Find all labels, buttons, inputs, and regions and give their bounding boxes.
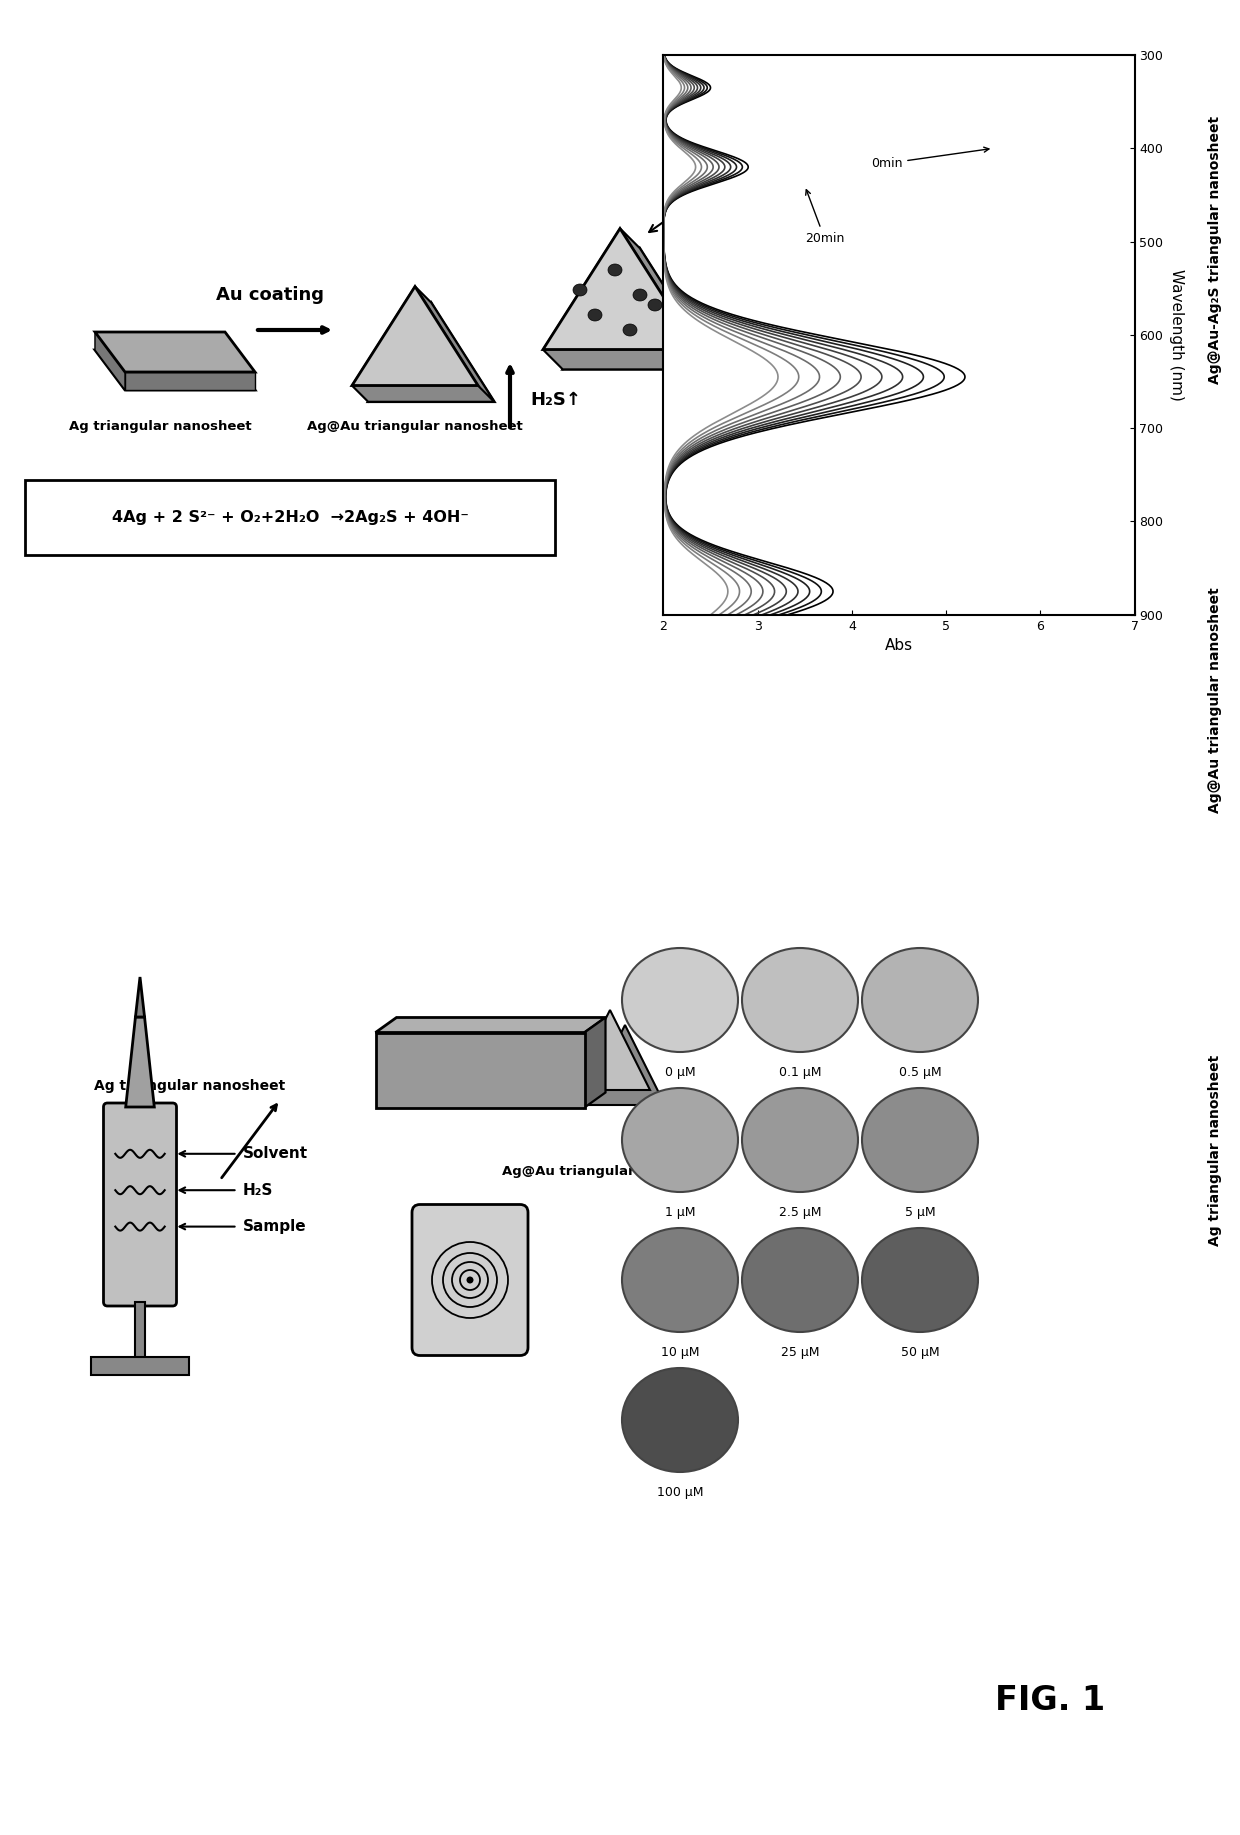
FancyBboxPatch shape bbox=[103, 1103, 176, 1307]
Text: 0.1 μM: 0.1 μM bbox=[779, 1066, 821, 1079]
Polygon shape bbox=[95, 350, 255, 391]
FancyBboxPatch shape bbox=[412, 1204, 528, 1356]
Polygon shape bbox=[95, 332, 255, 373]
Text: 2.5 μM: 2.5 μM bbox=[779, 1206, 821, 1218]
Ellipse shape bbox=[862, 1088, 978, 1193]
Polygon shape bbox=[376, 1033, 584, 1108]
Text: 20min: 20min bbox=[805, 189, 844, 244]
Ellipse shape bbox=[608, 264, 622, 275]
Text: Sample: Sample bbox=[243, 1218, 306, 1235]
Polygon shape bbox=[125, 1017, 154, 1107]
Text: Ag@Au triangular nanosheet: Ag@Au triangular nanosheet bbox=[502, 1165, 718, 1178]
Ellipse shape bbox=[649, 299, 662, 310]
Ellipse shape bbox=[573, 284, 587, 295]
Text: H₂S: H₂S bbox=[243, 1184, 273, 1198]
Polygon shape bbox=[585, 1026, 665, 1105]
Polygon shape bbox=[352, 286, 477, 385]
Ellipse shape bbox=[588, 308, 601, 321]
Text: Solvent: Solvent bbox=[243, 1147, 308, 1162]
Ellipse shape bbox=[632, 288, 647, 301]
Ellipse shape bbox=[622, 949, 738, 1051]
Polygon shape bbox=[584, 1017, 605, 1108]
Text: Ag₂S: Ag₂S bbox=[650, 156, 768, 231]
Ellipse shape bbox=[862, 949, 978, 1051]
Bar bbox=[135, 1303, 145, 1362]
Text: 0.5 μM: 0.5 μM bbox=[899, 1066, 941, 1079]
Polygon shape bbox=[224, 332, 255, 391]
Text: FIG. 1: FIG. 1 bbox=[994, 1683, 1105, 1716]
Polygon shape bbox=[95, 332, 125, 391]
Ellipse shape bbox=[622, 1369, 738, 1472]
Polygon shape bbox=[570, 1009, 650, 1090]
Bar bbox=[92, 1358, 188, 1374]
Ellipse shape bbox=[742, 949, 858, 1051]
Polygon shape bbox=[543, 349, 717, 369]
Text: Au coating: Au coating bbox=[216, 286, 324, 305]
Polygon shape bbox=[620, 229, 717, 369]
Text: 10 μM: 10 μM bbox=[661, 1347, 699, 1360]
Text: Ag@Au triangular nanosheet: Ag@Au triangular nanosheet bbox=[1208, 587, 1221, 813]
Text: 4Ag + 2 S²⁻ + O₂+2H₂O  →2Ag₂S + 4OH⁻: 4Ag + 2 S²⁻ + O₂+2H₂O →2Ag₂S + 4OH⁻ bbox=[112, 510, 469, 525]
Ellipse shape bbox=[466, 1277, 474, 1283]
Polygon shape bbox=[352, 286, 432, 402]
Polygon shape bbox=[95, 332, 224, 350]
Text: H₂S↑: H₂S↑ bbox=[529, 391, 582, 409]
Ellipse shape bbox=[742, 1088, 858, 1193]
Ellipse shape bbox=[622, 1088, 738, 1193]
Y-axis label: Wavelength (nm): Wavelength (nm) bbox=[1169, 270, 1184, 400]
Text: 100 μM: 100 μM bbox=[657, 1486, 703, 1499]
Polygon shape bbox=[125, 373, 255, 391]
Ellipse shape bbox=[622, 1228, 738, 1332]
Text: 50 μM: 50 μM bbox=[900, 1347, 940, 1360]
Polygon shape bbox=[368, 303, 495, 402]
Ellipse shape bbox=[862, 1228, 978, 1332]
Polygon shape bbox=[563, 248, 717, 369]
Polygon shape bbox=[415, 286, 495, 402]
Polygon shape bbox=[352, 385, 495, 402]
Text: Ag triangular nanosheet: Ag triangular nanosheet bbox=[1208, 1055, 1221, 1246]
Text: Ag@Au triangular nanosheet: Ag@Au triangular nanosheet bbox=[308, 420, 523, 433]
Ellipse shape bbox=[622, 325, 637, 336]
Polygon shape bbox=[135, 976, 145, 1017]
Text: 0min: 0min bbox=[870, 147, 990, 171]
Text: Ag@Au-Ag₂S triangular nanosheet: Ag@Au-Ag₂S triangular nanosheet bbox=[1208, 116, 1221, 384]
Polygon shape bbox=[543, 229, 640, 369]
Text: 1 μM: 1 μM bbox=[665, 1206, 696, 1218]
Ellipse shape bbox=[742, 1228, 858, 1332]
Text: 25 μM: 25 μM bbox=[781, 1347, 820, 1360]
Polygon shape bbox=[543, 229, 697, 349]
Text: 5 μM: 5 μM bbox=[905, 1206, 935, 1218]
FancyBboxPatch shape bbox=[25, 481, 556, 554]
Text: 0 μM: 0 μM bbox=[665, 1066, 696, 1079]
Text: Ag triangular nanosheet: Ag triangular nanosheet bbox=[68, 420, 252, 433]
Text: Ag triangular nanosheet: Ag triangular nanosheet bbox=[94, 1079, 285, 1094]
Polygon shape bbox=[376, 1017, 605, 1033]
X-axis label: Abs: Abs bbox=[885, 639, 913, 653]
